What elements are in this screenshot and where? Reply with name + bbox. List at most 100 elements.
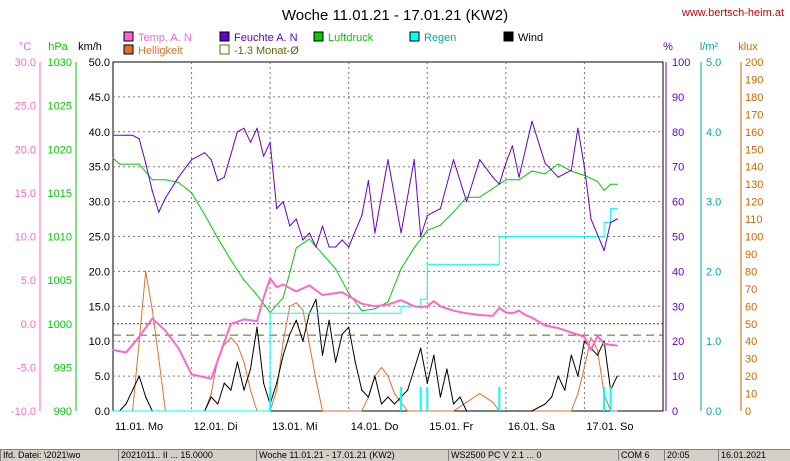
- data-point-humidity: [361, 215, 363, 217]
- y-tick-label-humidity: 70: [672, 162, 684, 174]
- y-tick-label-klux: 140: [745, 162, 763, 174]
- data-point-temp: [524, 314, 527, 316]
- data-point-humidity: [603, 249, 605, 252]
- y-tick-label-pressure: 1020: [48, 144, 72, 156]
- data-point-wind: [583, 340, 586, 342]
- data-point-humidity: [295, 218, 297, 220]
- y-tick-label-pressure: 1030: [48, 57, 72, 69]
- data-point-humidity: [577, 127, 579, 129]
- data-point-rain: [616, 208, 618, 210]
- y-tick-label-rain: 4.0: [706, 127, 721, 139]
- data-point-wind: [361, 389, 363, 391]
- legend-swatch-avg: [219, 44, 230, 55]
- data-point-temp: [557, 327, 559, 329]
- data-point-humidity: [616, 218, 618, 220]
- data-point-klux: [230, 337, 232, 339]
- legend-swatch-rain: [409, 31, 420, 42]
- series-line-humidity: [113, 120, 618, 251]
- y-tick-label-klux: 90: [745, 249, 757, 261]
- status-field: WS2500 PC V 2.1 ... 0: [448, 450, 542, 461]
- data-point-rain: [276, 312, 278, 314]
- data-point-klux: [361, 410, 363, 412]
- data-point-pressure: [295, 247, 297, 249]
- data-point-humidity: [452, 159, 455, 161]
- data-point-temp: [112, 349, 114, 351]
- data-point-pressure: [138, 163, 140, 165]
- data-point-pressure: [151, 179, 153, 181]
- y-tick-label-klux: 80: [745, 266, 757, 278]
- data-point-pressure: [492, 187, 494, 190]
- x-tick-label: 17.01. So: [586, 421, 633, 433]
- data-point-rain: [479, 263, 481, 265]
- data-point-rain: [374, 312, 376, 314]
- data-point-rain: [308, 312, 310, 314]
- data-point-temp: [341, 291, 343, 293]
- data-point-pressure: [191, 192, 193, 194]
- y-tick-label-humidity: 10: [672, 371, 684, 383]
- data-point-humidity: [400, 232, 402, 234]
- data-point-humidity: [583, 166, 586, 168]
- y-tick-label-klux: 120: [745, 197, 763, 209]
- data-point-pressure: [400, 268, 402, 270]
- status-field: 2021011.. II ... 15.0000: [118, 450, 213, 461]
- data-point-temp: [610, 344, 612, 346]
- y-tick-label-temp: 30.0: [15, 57, 36, 69]
- y-tick-label-klux: 200: [745, 57, 763, 69]
- data-point-rain: [570, 235, 572, 238]
- data-point-humidity: [498, 183, 500, 185]
- data-point-temp: [596, 335, 599, 337]
- y-tick-label-pressure: 995: [54, 362, 72, 374]
- y-tick-label-klux: 70: [745, 284, 757, 296]
- data-point-rain: [590, 235, 592, 238]
- data-point-temp: [230, 323, 232, 325]
- data-point-klux: [616, 410, 618, 412]
- data-point-klux: [393, 393, 396, 395]
- data-point-humidity: [505, 162, 507, 164]
- data-point-pressure: [610, 183, 612, 185]
- data-point-pressure: [603, 189, 605, 191]
- data-point-temp: [603, 343, 605, 345]
- data-point-klux: [308, 344, 310, 346]
- data-point-humidity: [308, 232, 310, 234]
- data-point-temp: [138, 336, 140, 338]
- data-point-klux: [452, 410, 455, 412]
- y-tick-label-klux: 10: [745, 389, 757, 401]
- data-point-wind: [341, 333, 343, 335]
- data-point-klux: [328, 410, 330, 412]
- axis-unit-humidity: %: [663, 41, 673, 53]
- data-point-humidity: [125, 134, 127, 136]
- data-point-temp: [492, 315, 494, 317]
- data-point-wind: [138, 375, 140, 377]
- data-point-klux: [590, 337, 592, 339]
- data-point-temp: [518, 310, 520, 312]
- data-point-temp: [387, 304, 389, 306]
- data-point-rain: [400, 305, 402, 307]
- data-point-pressure: [269, 311, 271, 313]
- data-point-temp: [590, 349, 592, 351]
- data-point-wind: [557, 375, 559, 377]
- data-point-humidity: [479, 159, 481, 161]
- data-point-klux: [289, 305, 291, 307]
- data-point-temp: [583, 336, 586, 338]
- data-point-humidity: [191, 159, 193, 161]
- legend-swatch-wind: [503, 31, 514, 42]
- y-tick-label-klux: 30: [745, 354, 757, 366]
- data-point-wind: [505, 410, 507, 412]
- x-tick-label: 15.01. Fr: [429, 421, 473, 433]
- data-point-humidity: [518, 176, 520, 178]
- chart-title: Woche 11.01.21 - 17.01.21 (KW2): [282, 7, 508, 24]
- data-point-wind: [354, 361, 356, 363]
- data-point-pressure: [308, 238, 310, 240]
- data-point-wind: [420, 347, 422, 349]
- y-tick-label-temp: 0.0: [21, 319, 36, 331]
- y-tick-label-wind: 50.0: [89, 57, 110, 69]
- data-point-pressure: [348, 292, 350, 294]
- data-point-humidity: [328, 246, 330, 248]
- data-point-klux: [158, 358, 160, 360]
- data-point-pressure: [177, 181, 180, 183]
- data-point-wind: [348, 326, 350, 328]
- data-point-humidity: [236, 131, 238, 133]
- y-tick-label-temp: 25.0: [15, 101, 36, 113]
- data-point-pressure: [479, 196, 481, 198]
